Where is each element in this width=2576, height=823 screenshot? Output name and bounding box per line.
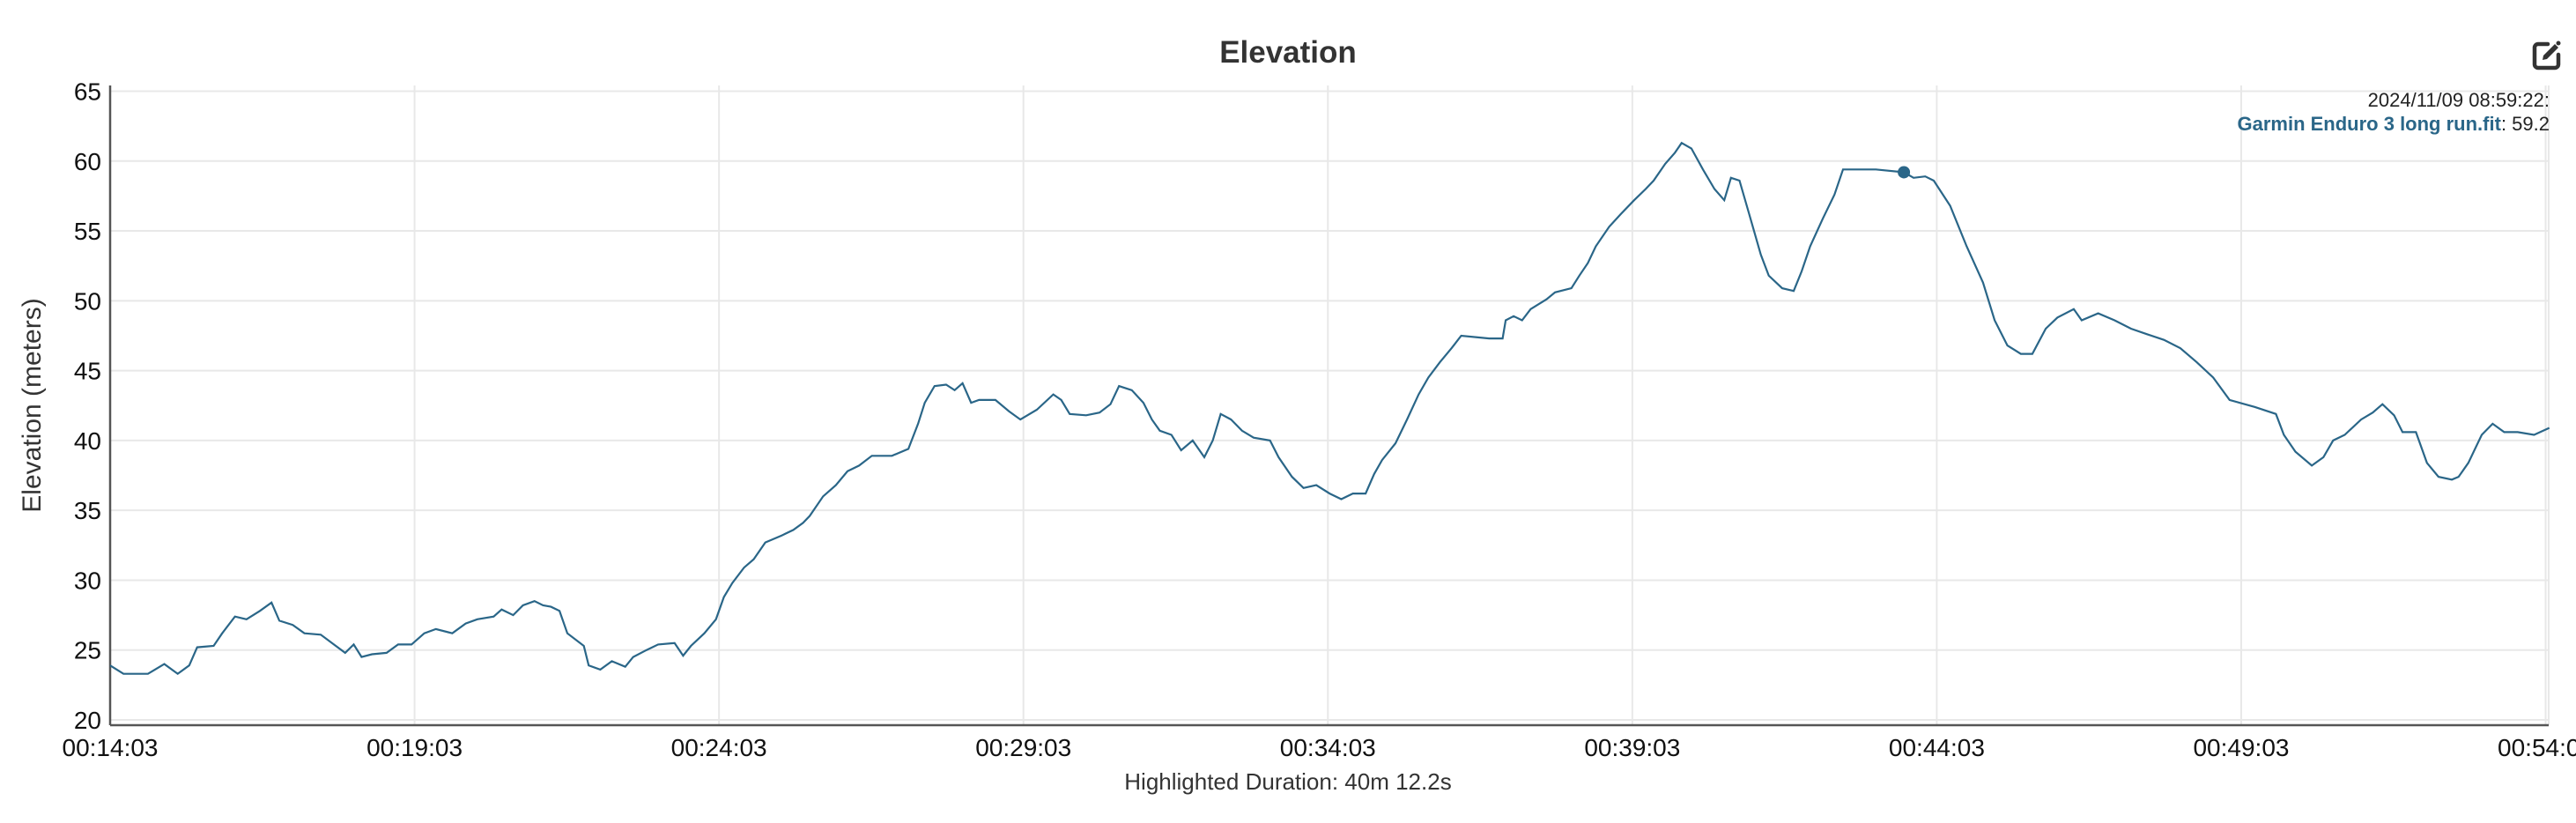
chart-title: Elevation [1219,35,1357,70]
y-tick-label: 50 [74,287,101,315]
x-tick-label: 00:24:03 [671,734,767,761]
y-tick-labels: 20 25 30 35 40 45 50 55 60 65 [74,78,101,735]
y-tick-label: 55 [74,218,101,245]
x-tick-label: 00:44:03 [1889,734,1985,761]
edit-chart-button[interactable] [2530,39,2564,72]
hover-legend: 2024/11/09 08:59:22: Garmin Enduro 3 lon… [2237,88,2550,136]
highlighted-duration: Highlighted Duration: 40m 12.2s [1124,768,1452,795]
x-tick-label: 00:54:03 [2498,734,2576,761]
y-axis-label: Elevation (meters) [18,298,47,512]
y-tick-label: 20 [74,707,101,734]
grid-lines [109,85,2550,725]
y-tick-label: 30 [74,567,101,594]
legend-series-row: Garmin Enduro 3 long run.fit: 59.2 [2237,112,2550,136]
legend-value: 59.2 [2512,113,2550,135]
legend-separator: : [2500,113,2513,135]
x-tick-label: 00:19:03 [366,734,463,761]
axes [108,85,2549,727]
legend-timestamp: 2024/11/09 08:59:22: [2367,89,2550,111]
x-tick-label: 00:39:03 [1584,734,1680,761]
legend-series-name: Garmin Enduro 3 long run.fit [2237,113,2501,135]
y-tick-label: 25 [74,637,101,664]
y-tick-label: 35 [74,497,101,524]
y-tick-label: 60 [74,148,101,175]
x-tick-label: 00:29:03 [975,734,1071,761]
edit-square-pencil-icon [2532,41,2561,70]
y-tick-label: 40 [74,427,101,455]
x-tick-labels: 00:14:03 00:19:03 00:24:03 00:29:03 00:34:03… [63,734,2576,761]
y-tick-label: 65 [74,78,101,106]
x-tick-label: 00:49:03 [2193,734,2289,761]
y-tick-label: 45 [74,358,101,385]
x-tick-label: 00:14:03 [63,734,159,761]
series-line-elevation [109,141,2550,676]
x-tick-label: 00:34:03 [1280,734,1376,761]
highlighted-data-point [1898,166,1911,179]
